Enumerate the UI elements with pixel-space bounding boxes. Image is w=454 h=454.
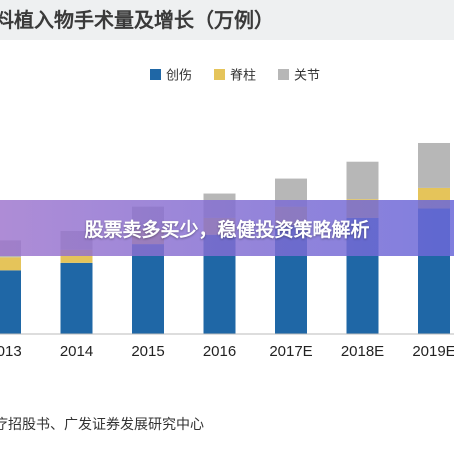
legend-label: 创伤	[166, 69, 192, 84]
overlay-banner: 股票卖多买少，稳健投资策略解析	[0, 200, 454, 256]
source-note: 疗招股书、广发证券发展研究中心	[0, 417, 204, 433]
overlay-banner-text: 股票卖多买少，稳健投资策略解析	[84, 218, 370, 241]
x-tick-labels: 2013 2014 2015 2016 2017E 2018E 2019E	[0, 343, 454, 360]
bar-2015-series-0	[132, 244, 164, 334]
x-tick-label: 2015	[131, 343, 164, 360]
legend: 创伤 脊柱 关节	[150, 69, 320, 84]
x-tick-label: 2018E	[341, 343, 384, 360]
legend-swatch	[150, 69, 161, 80]
bar-2014-series-0	[60, 262, 93, 334]
legend-swatch	[278, 69, 289, 80]
bar-2019E-series-2	[418, 142, 450, 188]
x-tick-label: 2016	[203, 343, 236, 360]
x-tick-label: 2013	[0, 343, 22, 360]
legend-swatch	[214, 69, 225, 80]
bar-2018E-series-2	[346, 161, 379, 200]
legend-label: 脊柱	[230, 69, 256, 84]
x-tick-label: 2019E	[412, 343, 454, 360]
bar-2013-series-1	[0, 257, 21, 271]
legend-label: 关节	[294, 69, 320, 84]
x-tick-label: 2017E	[269, 343, 312, 360]
chart-title: 料植入物手术量及增长（万例）	[0, 0, 454, 40]
x-tick-label: 2014	[60, 343, 93, 360]
bar-2013-series-0	[0, 270, 21, 334]
